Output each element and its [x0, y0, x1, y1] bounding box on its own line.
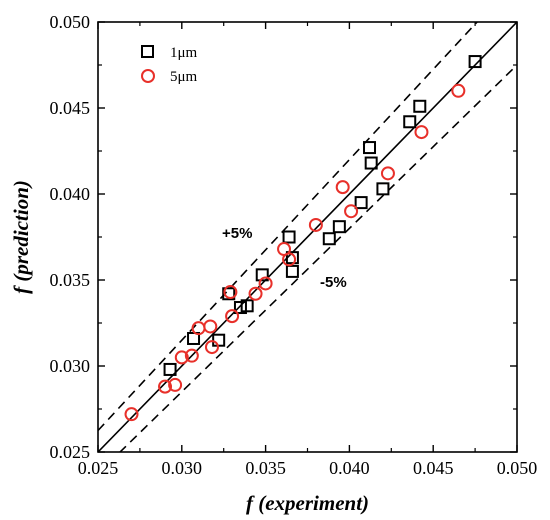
data-point-5um — [282, 252, 297, 267]
legend: 1μm 5μm — [128, 40, 228, 92]
x-tick-label: 0.030 — [162, 458, 203, 478]
data-point-1um — [285, 264, 299, 278]
legend-square-marker — [141, 45, 154, 58]
data-point-1um — [212, 333, 226, 347]
data-point-1um — [363, 141, 377, 155]
reference-line-plus-5 — [98, 22, 479, 432]
x-axis-title: f (experiment) — [246, 491, 369, 515]
y-axis-title: f (prediction) — [9, 180, 33, 294]
data-point-5um — [308, 217, 323, 232]
x-tick-label: 0.040 — [329, 458, 370, 478]
data-point-1um — [403, 115, 417, 129]
reference-line-minus-5 — [118, 64, 517, 452]
y-tick-label: 0.030 — [50, 356, 91, 376]
data-point-5um — [451, 83, 466, 98]
data-point-1um — [413, 99, 427, 113]
data-point-1um — [255, 268, 269, 282]
data-point-1um — [364, 156, 378, 170]
y-tick-label: 0.025 — [50, 442, 91, 462]
data-point-5um — [184, 348, 199, 363]
data-point-1um — [163, 362, 177, 376]
data-point-5um — [380, 166, 395, 181]
data-point-5um — [204, 340, 219, 355]
x-tick-label: 0.050 — [497, 458, 538, 478]
data-point-1um — [233, 301, 247, 315]
data-point-5um — [344, 204, 359, 219]
data-point-1um — [282, 230, 296, 244]
legend-label-5um: 5μm — [170, 69, 198, 85]
legend-circle-marker — [141, 69, 155, 83]
data-point-5um — [124, 407, 139, 422]
x-tick-label: 0.025 — [78, 458, 119, 478]
x-tick-label: 0.045 — [413, 458, 454, 478]
annotation-minus-5-percent: -5% — [320, 274, 347, 291]
data-point-1um — [222, 287, 236, 301]
data-point-5um — [223, 285, 238, 300]
y-tick-label: 0.040 — [50, 184, 91, 204]
data-point-5um — [174, 350, 189, 365]
data-point-5um — [414, 125, 429, 140]
data-point-1um — [322, 232, 336, 246]
data-point-1um — [240, 299, 254, 313]
data-point-5um — [158, 379, 173, 394]
legend-box — [128, 40, 228, 92]
data-point-5um — [335, 180, 350, 195]
data-point-5um — [225, 309, 240, 324]
plot-frame — [97, 21, 518, 453]
data-point-1um — [376, 182, 390, 196]
data-point-5um — [258, 276, 273, 291]
annotation-plus-5-percent: +5% — [222, 225, 252, 242]
data-point-1um — [354, 196, 368, 210]
data-point-5um — [203, 319, 218, 334]
data-point-1um — [468, 55, 482, 69]
y-tick-label: 0.035 — [50, 270, 91, 290]
y-tick-label: 0.050 — [50, 12, 91, 32]
y-tick-label: 0.045 — [50, 98, 91, 118]
data-point-1um — [332, 220, 346, 234]
data-point-5um — [248, 286, 263, 301]
x-tick-label: 0.035 — [245, 458, 286, 478]
legend-label-1um: 1μm — [170, 45, 198, 61]
data-point-5um — [168, 377, 183, 392]
